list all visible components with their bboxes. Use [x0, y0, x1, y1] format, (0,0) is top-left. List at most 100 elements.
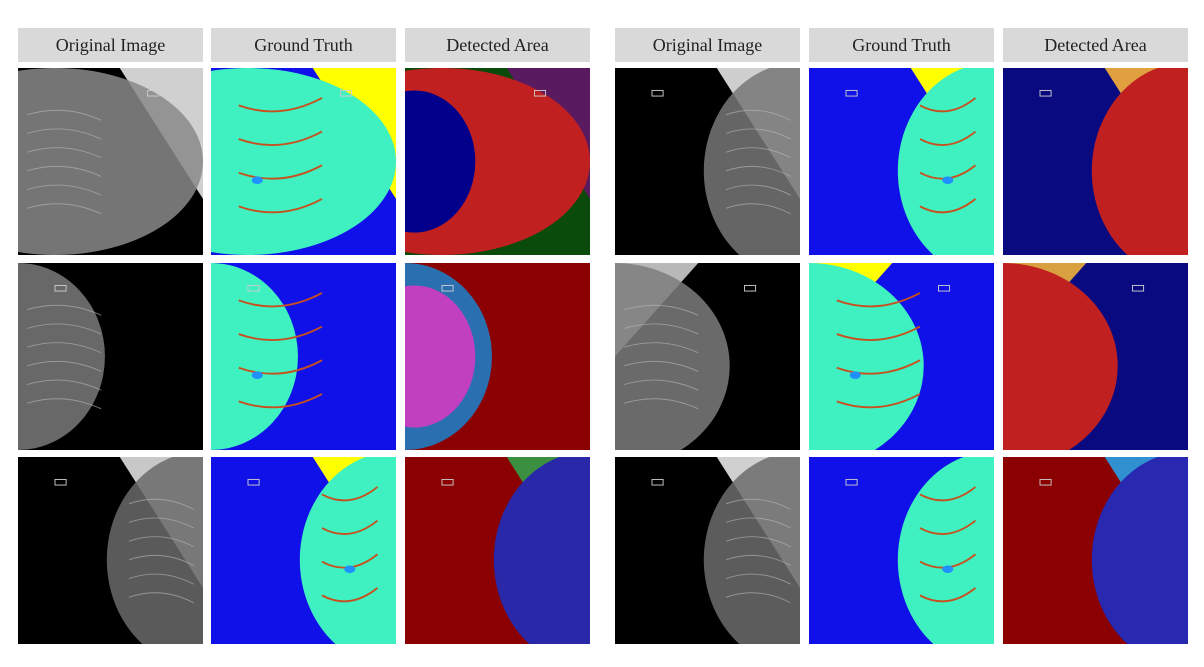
image-cell: [18, 457, 203, 644]
tissue-line: [128, 592, 194, 604]
tissue-line: [27, 203, 102, 215]
marker-label: [651, 478, 664, 486]
breast-region: [703, 68, 800, 255]
marker-label: [651, 89, 664, 97]
lesion: [942, 176, 954, 184]
column-header: Detected Area: [1003, 28, 1188, 62]
vessel-line: [321, 587, 379, 603]
breast-region: [1003, 263, 1118, 450]
marker-label: [534, 89, 547, 97]
vessel-line: [238, 359, 323, 375]
breast-region: [1091, 68, 1188, 255]
image-cell: [1003, 68, 1188, 255]
vessel-line: [919, 130, 977, 146]
tissue-line: [27, 323, 102, 335]
tissue-line: [128, 498, 194, 510]
breast-region: [493, 457, 590, 644]
marker-label: [247, 478, 260, 486]
tissue-line: [27, 398, 102, 410]
tissue-line: [725, 554, 791, 566]
tissue-line: [725, 498, 791, 510]
tissue-line: [128, 536, 194, 548]
vessel-line: [321, 519, 379, 535]
image-cell: [211, 68, 396, 255]
tissue-line: [624, 379, 699, 391]
image-cell: [18, 263, 203, 450]
marker-label: [845, 478, 858, 486]
vessel-line: [836, 393, 921, 409]
tissue-line: [27, 147, 102, 159]
tissue-line: [624, 398, 699, 410]
marker-label: [845, 89, 858, 97]
marker-label: [147, 89, 160, 97]
image-cell: [405, 263, 590, 450]
column-header: Original Image: [615, 28, 800, 62]
marker-label: [247, 284, 260, 292]
lesion: [942, 565, 954, 573]
tissue-line: [128, 573, 194, 585]
marker-label: [1039, 478, 1052, 486]
tissue-line: [27, 304, 102, 316]
vessel-line: [836, 292, 921, 308]
inner-region: [405, 90, 476, 233]
vessel-line: [836, 359, 921, 375]
lesion: [251, 371, 263, 379]
breast-region: [106, 457, 203, 644]
tissue-line: [128, 554, 194, 566]
tissue-line: [27, 128, 102, 140]
tissue-line: [725, 109, 791, 121]
vessel-line: [238, 198, 323, 214]
tissue-line: [128, 517, 194, 529]
breast-region: [615, 263, 730, 450]
vessel-line: [919, 587, 977, 603]
breast-region: [18, 263, 105, 450]
tissue-line: [725, 165, 791, 177]
marker-label: [54, 478, 67, 486]
image-cell: [809, 263, 994, 450]
image-cell: [809, 68, 994, 255]
image-cell: [1003, 457, 1188, 644]
breast-region: [211, 263, 298, 450]
lesion: [251, 176, 263, 184]
image-cell: [405, 68, 590, 255]
tissue-line: [725, 203, 791, 215]
tissue-line: [624, 304, 699, 316]
inner-region: [405, 285, 476, 428]
tissue-line: [624, 342, 699, 354]
lesion: [344, 565, 356, 573]
vessel-line: [238, 97, 323, 113]
tissue-line: [725, 517, 791, 529]
vessel-line: [238, 393, 323, 409]
image-cell: [405, 457, 590, 644]
vessel-line: [238, 164, 323, 180]
tissue-line: [27, 342, 102, 354]
image-cell: [615, 457, 800, 644]
tissue-line: [725, 147, 791, 159]
tissue-line: [27, 184, 102, 196]
tissue-line: [725, 536, 791, 548]
vessel-line: [238, 292, 323, 308]
vessel-line: [238, 130, 323, 146]
tissue-line: [725, 184, 791, 196]
tissue-line: [725, 128, 791, 140]
image-cell: [211, 457, 396, 644]
image-cell: [615, 68, 800, 255]
vessel-line: [919, 97, 977, 113]
tissue-line: [624, 360, 699, 372]
marker-label: [441, 478, 454, 486]
image-cell: [809, 457, 994, 644]
column-header: Ground Truth: [809, 28, 994, 62]
tissue-line: [27, 379, 102, 391]
column-header: Ground Truth: [211, 28, 396, 62]
marker-label: [1039, 89, 1052, 97]
column-header: Original Image: [18, 28, 203, 62]
marker-label: [938, 284, 951, 292]
column-header: Detected Area: [405, 28, 590, 62]
tissue-line: [725, 592, 791, 604]
image-cell: [211, 263, 396, 450]
marker-label: [54, 284, 67, 292]
vessel-line: [919, 519, 977, 535]
image-cell: [615, 263, 800, 450]
breast-region: [211, 68, 396, 255]
